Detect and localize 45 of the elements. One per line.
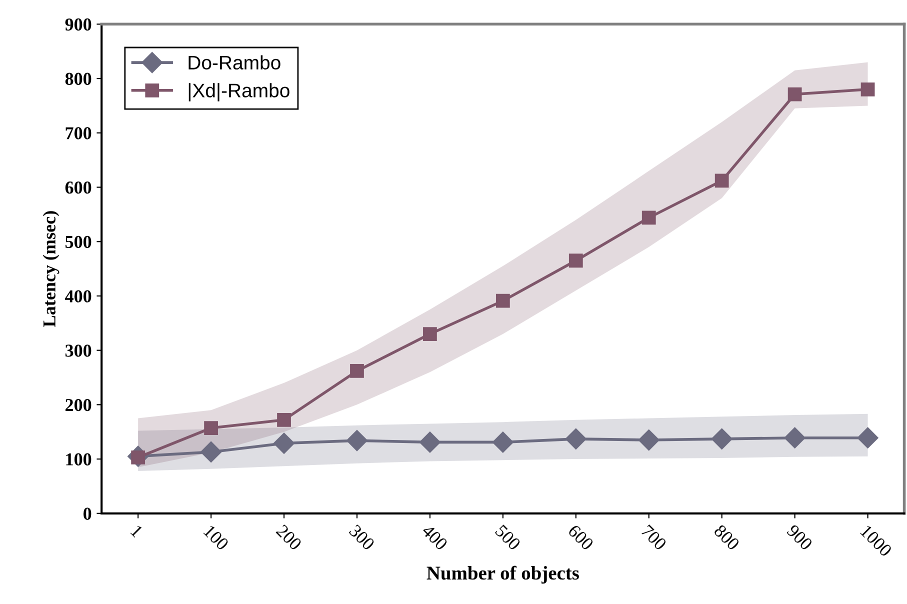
legend-label: |Xd|-Rambo (188, 83, 290, 102)
x-tick-label: 1000 (860, 524, 892, 558)
point (277, 412, 291, 427)
point (204, 421, 218, 435)
point (200, 441, 222, 462)
point (788, 87, 802, 102)
point (714, 174, 729, 188)
x-tick-label: 500 (494, 524, 522, 551)
y-axis-title: Latency (msec) (42, 211, 60, 327)
point (568, 254, 583, 268)
x-tick-label: 600 (567, 524, 594, 551)
x-tick-label: 200 (276, 524, 302, 551)
legend-label: Do-Rambo (188, 55, 280, 70)
point (860, 82, 875, 96)
point (638, 430, 660, 451)
x-tick-label: 400 (421, 524, 448, 551)
y-tick-label: 300 (65, 344, 92, 357)
point (492, 432, 514, 453)
x-tick-label: 900 (786, 524, 814, 551)
y-tick-label: 600 (65, 181, 92, 194)
point (350, 364, 364, 378)
point (346, 430, 368, 452)
point (784, 427, 806, 448)
x-tick-label: 300 (348, 524, 376, 551)
x-tick-label: 100 (203, 524, 230, 551)
y-tick-label: 900 (65, 18, 92, 31)
point (423, 327, 437, 341)
x-tick-label: 700 (640, 524, 668, 551)
y-tick-label: 700 (66, 127, 92, 140)
x-tick-label: 800 (713, 524, 740, 551)
y-tick-label: 500 (66, 236, 92, 248)
y-tick-label: 200 (66, 398, 92, 412)
y-tick-label: 800 (65, 72, 92, 85)
y-tick-label: 100 (66, 453, 92, 466)
y-tick-label: 400 (65, 290, 92, 302)
point (419, 432, 440, 453)
y-tick-label: 0 (84, 508, 92, 520)
point (642, 210, 656, 225)
point (565, 428, 586, 450)
point (857, 427, 878, 448)
x-axis-title: Number of objects (426, 566, 579, 584)
point (496, 294, 510, 308)
point (274, 432, 295, 454)
x-tick-label: 1 (130, 524, 144, 538)
point (711, 428, 732, 450)
